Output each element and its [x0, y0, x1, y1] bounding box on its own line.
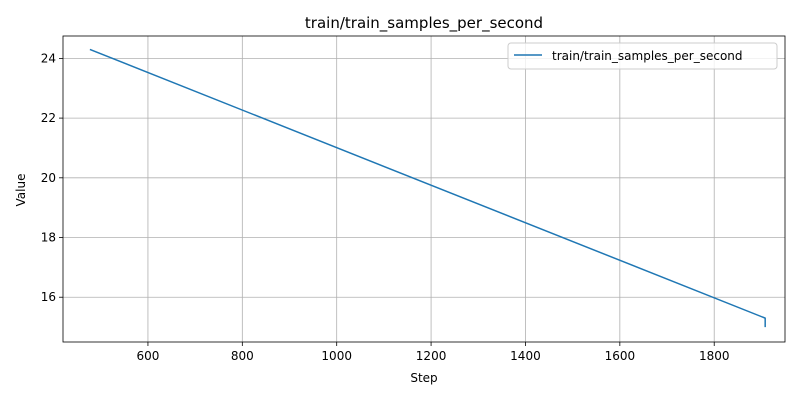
x-tick-label: 1200 — [416, 349, 447, 363]
y-axis: 16 18 20 22 24 — [41, 51, 63, 304]
x-tick-label: 1800 — [699, 349, 730, 363]
y-tick-label: 16 — [41, 290, 56, 304]
y-tick-label: 18 — [41, 231, 56, 245]
series-line — [89, 48, 766, 328]
plot-frame — [62, 35, 786, 343]
x-tick-label: 600 — [136, 349, 159, 363]
y-tick-label: 24 — [41, 51, 56, 65]
grid-lines — [63, 36, 785, 342]
x-tick-label: 800 — [231, 349, 254, 363]
chart-title: train/train_samples_per_second — [305, 14, 543, 33]
y-axis-label: Value — [14, 174, 28, 207]
y-tick-label: 20 — [41, 171, 56, 185]
series-layer — [89, 48, 766, 328]
y-tick-label: 22 — [41, 111, 56, 125]
x-tick-label: 1600 — [605, 349, 636, 363]
legend: train/train_samples_per_second — [507, 42, 778, 70]
x-tick-label: 1400 — [510, 349, 541, 363]
legend-box — [507, 42, 778, 70]
x-axis-label: Step — [410, 371, 437, 385]
x-axis: 600 800 1000 1200 1400 1600 1800 — [136, 342, 729, 363]
legend-label: train/train_samples_per_second — [552, 49, 743, 63]
x-tick-label: 1000 — [321, 349, 352, 363]
